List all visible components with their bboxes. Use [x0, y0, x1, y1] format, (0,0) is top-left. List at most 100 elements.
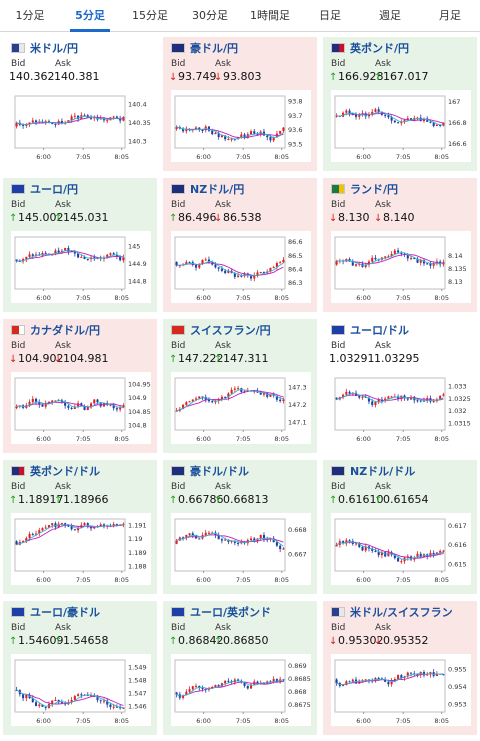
candlestick-chart[interactable]: 0.955 0.954 0.953 6:00 7:05 8:05 — [331, 654, 471, 726]
candle-body — [77, 403, 80, 407]
rate-card[interactable]: ユーロ/ドル Bid Ask 1.03291 1.03295 1.033 1.03… — [323, 319, 477, 453]
candle-body — [282, 127, 285, 131]
candle-body — [224, 539, 227, 541]
candlestick-chart[interactable]: 147.3 147.2 147.1 6:00 7:05 8:05 — [171, 372, 311, 444]
candle-body — [419, 553, 422, 557]
candlestick-chart[interactable]: 140.4 140.35 140.3 6:00 7:05 8:05 — [11, 90, 151, 162]
candle-body — [266, 393, 269, 397]
rate-card[interactable]: 豪ドル/円 Bid Ask ↓93.749 ↓93.803 93.8 93.7 93… — [163, 37, 317, 171]
pair-name[interactable]: 豪ドル/円 — [190, 42, 239, 55]
candle-body — [384, 256, 387, 258]
x-tick-label: 6:00 — [356, 717, 371, 725]
card-title: NZドル/ドル — [331, 464, 415, 478]
y-tick-label: 140.4 — [128, 100, 147, 108]
ask-number: 104.981 — [63, 352, 109, 365]
x-tick-label: 7:05 — [76, 153, 91, 161]
tab-2[interactable]: 15分足 — [132, 9, 168, 22]
y-tick-label: 166.8 — [448, 119, 467, 127]
pair-name[interactable]: ユーロ/ドル — [350, 324, 410, 337]
pair-name[interactable]: 英ポンド/円 — [350, 42, 410, 55]
candlestick-chart[interactable]: 104.95 104.9 104.85 104.8 6:00 7:05 8:05 — [11, 372, 151, 444]
rate-card[interactable]: カナダドル/円 Bid Ask ↓104.902 ↓104.981 104.95… — [3, 319, 157, 453]
card-title: ユーロ/ドル — [331, 323, 409, 337]
ma-line-short — [16, 249, 124, 262]
rate-card[interactable]: スイスフラン/円 Bid Ask ↑147.222 ↑147.311 147.3… — [163, 319, 317, 453]
candlestick-chart[interactable]: 167 166.8 166.6 6:00 7:05 8:05 — [331, 90, 471, 162]
pair-name[interactable]: 英ポンド/ドル — [30, 465, 101, 478]
candlestick-chart[interactable]: 0.668 0.667 6:00 7:05 8:05 — [171, 513, 311, 585]
x-tick-label: 7:05 — [396, 153, 411, 161]
candle-body — [227, 138, 230, 140]
y-tick-label: 93.6 — [288, 126, 302, 134]
candlestick-chart[interactable]: 8.14 8.135 8.13 6:00 7:05 8:05 — [331, 231, 471, 303]
rate-card[interactable]: ユーロ/豪ドル Bid Ask ↑1.54609 ↑1.54658 1.549 1… — [3, 601, 157, 735]
candle-body — [64, 523, 67, 526]
plot-frame — [174, 518, 286, 572]
x-tick-label: 6:00 — [196, 294, 211, 302]
candlestick-chart[interactable]: 0.869 0.8685 0.868 0.8675 6:00 7:05 8:05 — [171, 654, 311, 726]
ask-value: ↓0.95352 — [374, 634, 429, 647]
ma-line-long — [176, 534, 284, 543]
rate-card[interactable]: 英ポンド/ドル Bid Ask ↑1.18917 ↑1.18966 1.191 1… — [3, 460, 157, 594]
pair-name[interactable]: ユーロ/英ポンド — [190, 606, 272, 619]
down-arrow-icon: ↓ — [329, 213, 338, 224]
candle-body — [358, 680, 361, 684]
candlestick-chart[interactable]: 93.8 93.7 93.6 93.5 6:00 7:05 8:05 — [171, 90, 311, 162]
up-arrow-icon: ↑ — [9, 213, 18, 224]
candle-body — [198, 538, 201, 540]
x-tick-label: 7:05 — [396, 435, 411, 443]
bid-number: 93.749 — [178, 70, 217, 83]
x-tick-label: 8:05 — [114, 576, 129, 584]
candlestick-chart[interactable]: 145 144.9 144.8 6:00 7:05 8:05 — [11, 231, 151, 303]
bid-number: 1.03291 — [329, 352, 375, 365]
tab-4[interactable]: 1時間足 — [250, 9, 290, 22]
x-tick-label: 6:00 — [356, 153, 371, 161]
candle-body — [253, 538, 256, 542]
rate-card[interactable]: NZドル/ドル Bid Ask ↑0.61610 ↑0.61654 0.617 0… — [323, 460, 477, 594]
pair-name[interactable]: 米ドル/スイスフラン — [350, 606, 453, 619]
candle-body — [348, 391, 351, 394]
candlestick-chart[interactable]: 1.033 1.0325 1.032 1.0315 6:00 7:05 8:05 — [331, 372, 471, 444]
pair-name[interactable]: カナダドル/円 — [30, 324, 101, 337]
candle-body — [227, 393, 230, 398]
pair-name[interactable]: スイスフラン/円 — [190, 324, 271, 337]
candle-body — [269, 267, 272, 272]
candlestick-chart[interactable]: 86.6 86.5 86.4 86.3 6:00 7:05 8:05 — [171, 231, 311, 303]
pair-name[interactable]: 豪ドル/ドル — [190, 465, 250, 478]
ma-line-short — [176, 679, 284, 697]
pair-name[interactable]: ランド/円 — [350, 183, 399, 196]
tab-0[interactable]: 1分足 — [15, 9, 45, 22]
tab-3[interactable]: 30分足 — [192, 9, 228, 22]
plot-frame — [174, 377, 286, 431]
rate-card[interactable]: 英ポンド/円 Bid Ask ↑166.928 ↑167.017 167 166.… — [323, 37, 477, 171]
candle-body — [182, 128, 185, 132]
tab-1[interactable]: 5分足 — [60, 0, 120, 32]
rate-card[interactable]: ランド/円 Bid Ask ↓8.130 ↓8.140 8.14 8.135 8.1… — [323, 178, 477, 312]
rate-card[interactable]: 米ドル/スイスフラン Bid Ask ↓0.95302 ↓0.95352 0.9… — [323, 601, 477, 735]
ma-line-short — [176, 126, 284, 140]
candlestick-chart[interactable]: 0.617 0.616 0.615 6:00 7:05 8:05 — [331, 513, 471, 585]
ma-line-short — [336, 252, 444, 266]
candlestick-chart[interactable]: 1.549 1.548 1.547 1.546 6:00 7:05 8:05 — [11, 654, 151, 726]
pair-name[interactable]: ユーロ/円 — [30, 183, 79, 196]
rate-card[interactable]: 米ドル/円 Bid Ask 140.362 140.381 140.4 140.3… — [3, 37, 157, 171]
rate-card[interactable]: ユーロ/英ポンド Bid Ask ↑0.86842 ↑0.86850 0.869… — [163, 601, 317, 735]
candle-body — [220, 268, 223, 271]
rate-card[interactable]: ユーロ/円 Bid Ask ↑145.002 ↑145.031 145 144.9… — [3, 178, 157, 312]
candle-body — [259, 392, 262, 395]
ask-value: ↑0.86850 — [214, 634, 269, 647]
tab-6[interactable]: 週足 — [379, 9, 401, 22]
pair-name[interactable]: NZドル/円 — [190, 183, 245, 196]
pair-name[interactable]: ユーロ/豪ドル — [30, 606, 101, 619]
tab-7[interactable]: 月足 — [439, 9, 461, 22]
card-title: 英ポンド/ドル — [11, 464, 100, 478]
candlestick-chart[interactable]: 1.191 1.19 1.189 1.188 6:00 7:05 8:05 — [11, 513, 151, 585]
pair-name[interactable]: NZドル/ドル — [350, 465, 416, 478]
rate-card[interactable]: NZドル/円 Bid Ask ↑86.496 ↓86.538 86.6 86.5 8… — [163, 178, 317, 312]
pair-name[interactable]: 米ドル/円 — [30, 42, 79, 55]
y-tick-label: 1.0325 — [448, 395, 471, 403]
x-tick-label: 8:05 — [434, 717, 449, 725]
tab-5[interactable]: 日足 — [319, 9, 341, 22]
rate-card[interactable]: 豪ドル/ドル Bid Ask ↑0.66786 ↑0.66813 0.668 0.… — [163, 460, 317, 594]
ask-value: ↑1.54658 — [54, 634, 109, 647]
